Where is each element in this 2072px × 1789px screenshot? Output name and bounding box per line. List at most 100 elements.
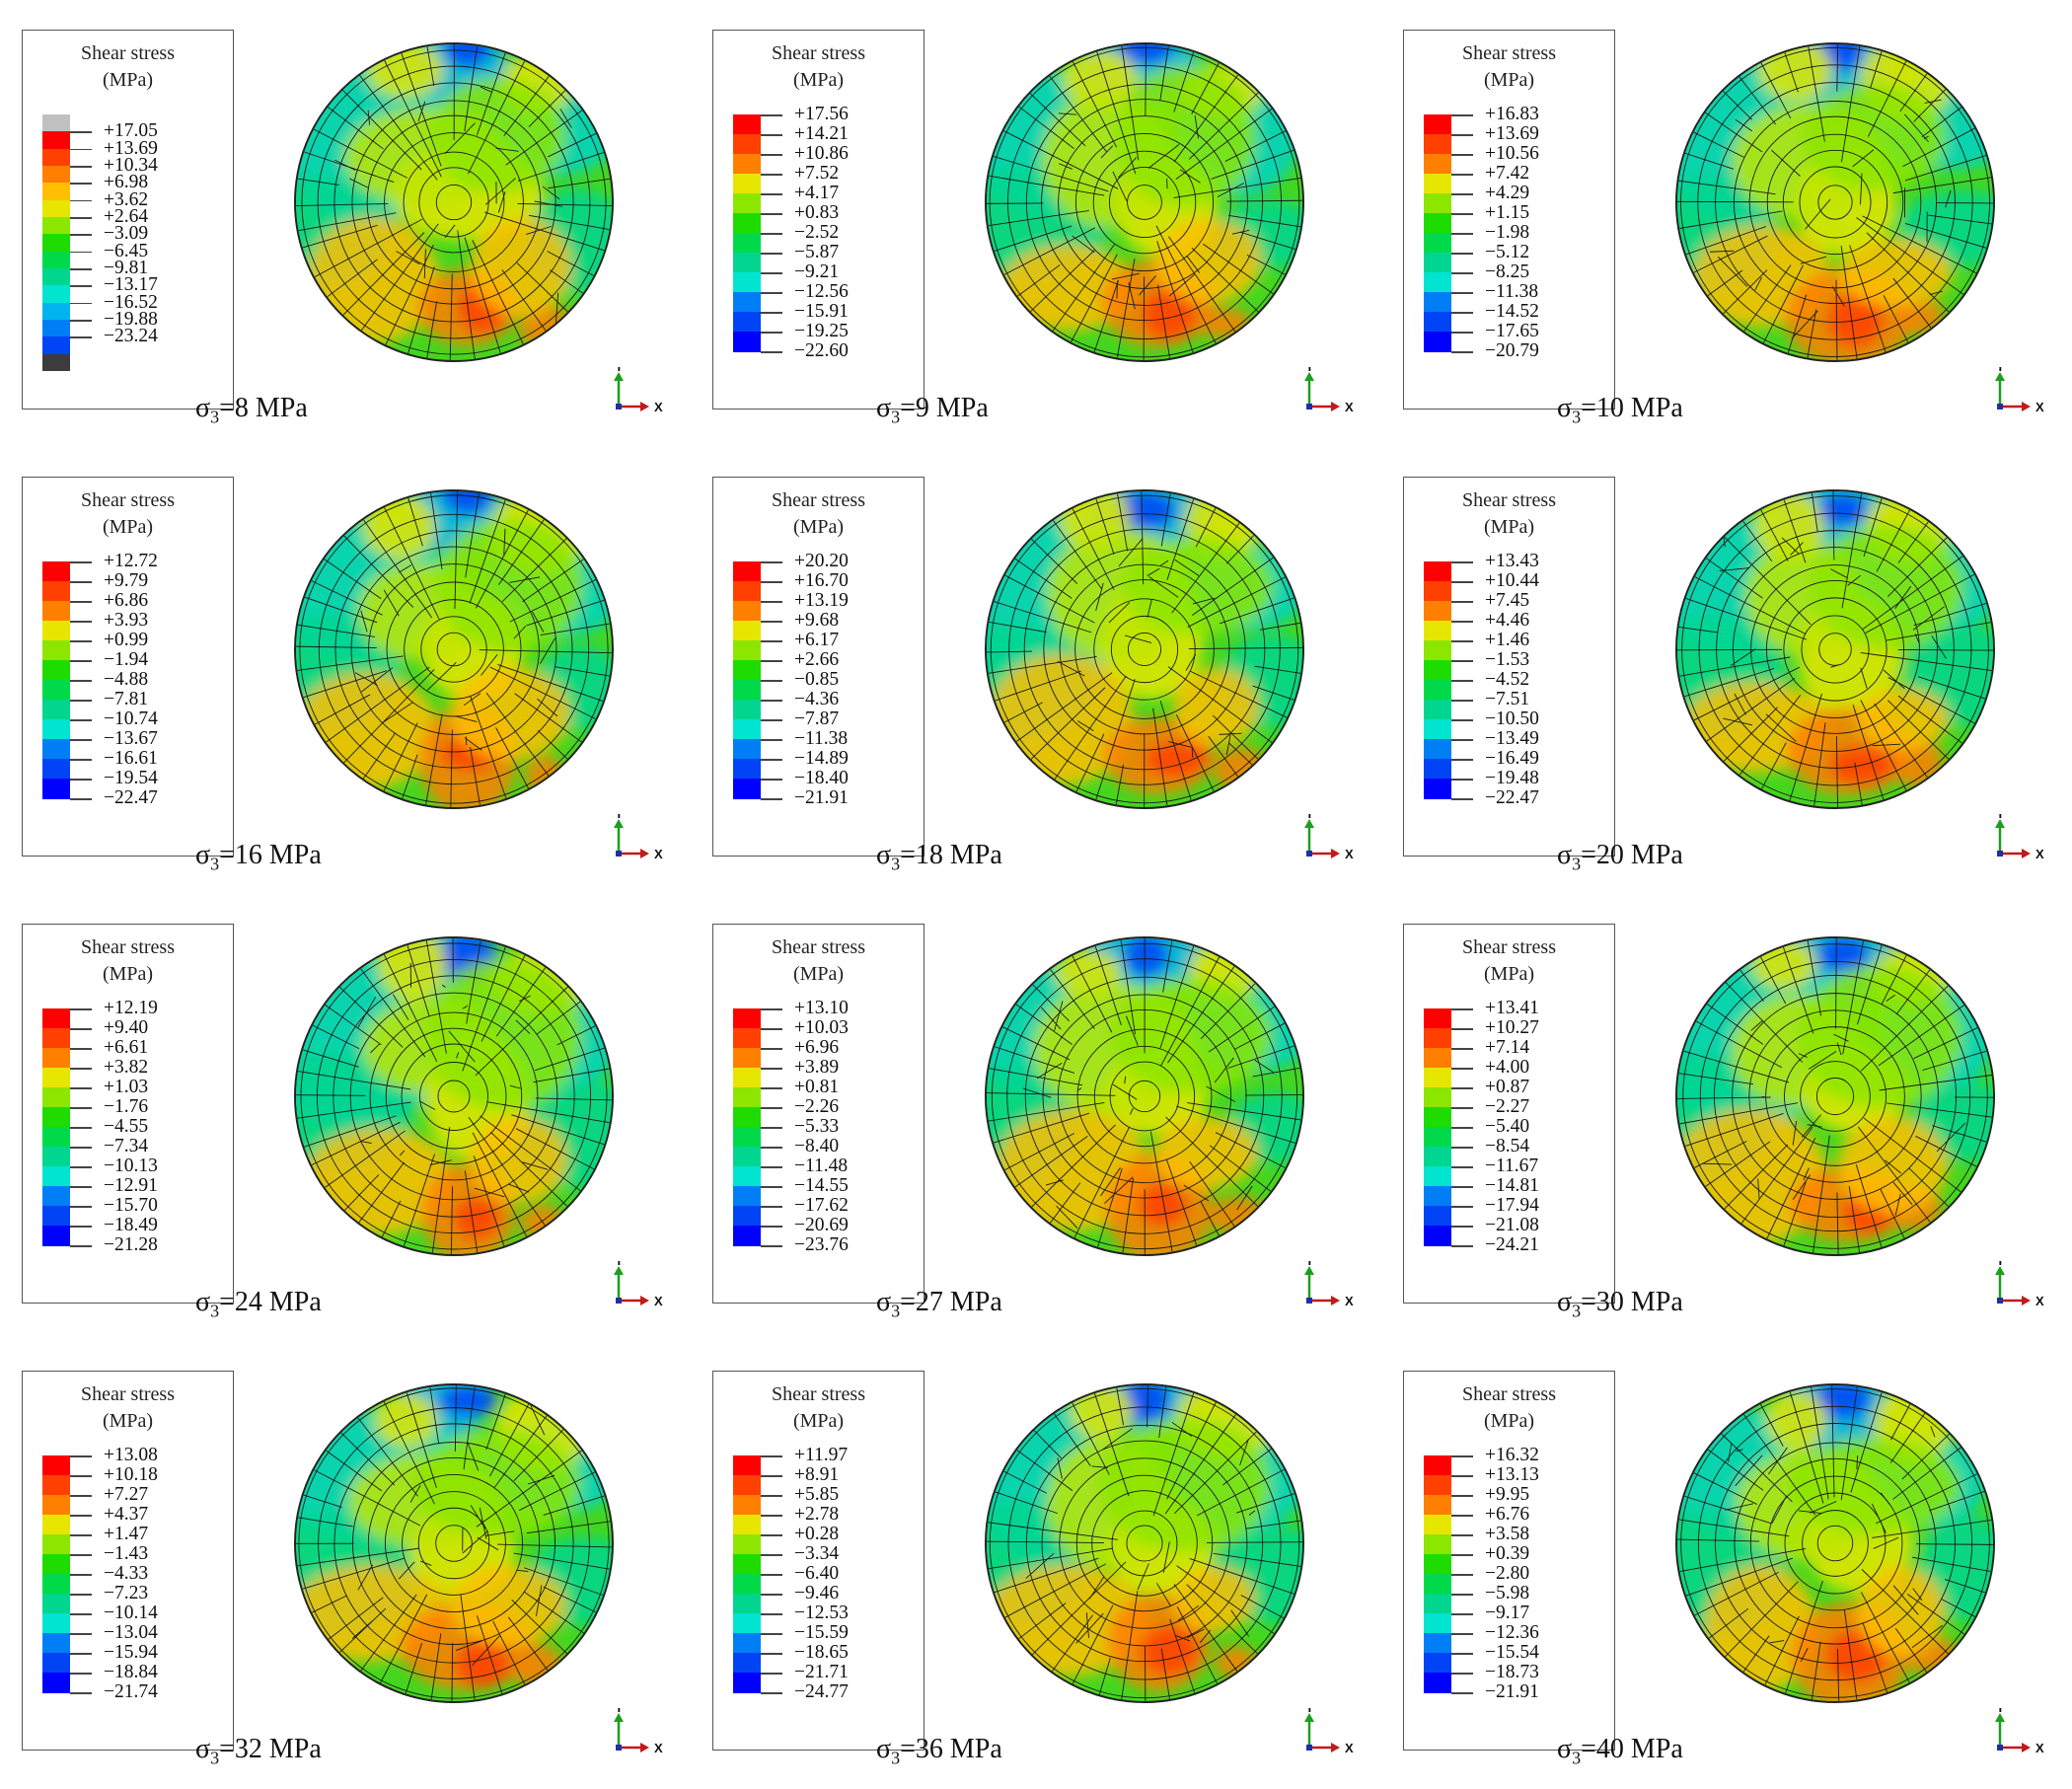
- mesh-spoke: [989, 1547, 1113, 1570]
- mesh-spoke: [475, 986, 568, 1077]
- mesh-spoke: [1031, 1124, 1116, 1208]
- legend-value: −14.52: [1485, 301, 1539, 322]
- legend-tick: [761, 1127, 782, 1129]
- colorbar-legend: Shear stress (MPa) +12.19 +9.40 +6.61 +3.82 +1…: [22, 924, 234, 1304]
- legend-title: Shear stress (MPa): [1404, 40, 1614, 94]
- mesh-spoke: [1904, 223, 1987, 249]
- mesh-edge: [540, 637, 555, 664]
- legend-tick: [761, 253, 782, 255]
- contour-disc: [985, 489, 1304, 809]
- stress-region: [1215, 1646, 1257, 1679]
- legend-unit-line: (MPa): [102, 69, 154, 91]
- mesh-spoke: [472, 240, 524, 344]
- legend-swatch: [42, 1008, 70, 1029]
- legend-swatch: [733, 1186, 761, 1207]
- confining-pressure-value: 20: [1595, 840, 1624, 870]
- legend-tick: [761, 640, 782, 642]
- mesh-spoke: [1072, 1402, 1110, 1475]
- legend-value: −4.33: [104, 1563, 149, 1584]
- legend-swatch: [733, 1633, 761, 1654]
- mesh-ring: [403, 151, 505, 254]
- mesh-spoke: [1855, 1164, 1883, 1248]
- legend-value: −11.67: [1485, 1155, 1539, 1176]
- mesh-edge: [334, 159, 356, 171]
- mesh-ring: [369, 1011, 539, 1181]
- legend-value: +13.69: [1485, 123, 1539, 144]
- mesh-spoke: [1225, 535, 1255, 564]
- legend-tick: [1451, 174, 1473, 176]
- mesh-edge: [1148, 576, 1179, 598]
- legend-tick: [70, 561, 92, 563]
- legend-swatch: [733, 1068, 761, 1088]
- mesh-spoke: [1760, 62, 1792, 119]
- legend-value: −18.65: [794, 1642, 849, 1663]
- confining-pressure-value: 24: [234, 1287, 262, 1317]
- mesh-edge: [444, 224, 456, 239]
- legend-swatch: [733, 1206, 761, 1227]
- legend-swatch: [733, 213, 761, 234]
- legend-title-line: Shear stress: [81, 42, 175, 64]
- legend-value: +8.91: [794, 1464, 840, 1485]
- mesh-spoke: [450, 1186, 453, 1254]
- mesh-edge: [1139, 275, 1156, 296]
- mesh-edge: [503, 528, 506, 557]
- legend-value: −12.56: [794, 281, 849, 302]
- mesh-edge: [1781, 537, 1800, 555]
- mesh-spoke: [1252, 1067, 1300, 1078]
- mesh-spoke: [989, 621, 1047, 634]
- legend-title: Shear stress (MPa): [23, 1381, 233, 1435]
- equals-sign: =: [900, 393, 916, 423]
- mesh-spoke: [1892, 1447, 1961, 1500]
- mesh-ring: [436, 632, 472, 667]
- mesh-edge: [1088, 1576, 1105, 1600]
- mesh-edge: [1230, 1609, 1250, 1637]
- mesh-edge: [1100, 145, 1114, 159]
- mesh-spoke: [402, 754, 418, 799]
- mesh-edge: [1860, 667, 1868, 689]
- legend-tick: [70, 199, 92, 202]
- mesh-spoke: [1014, 1136, 1088, 1188]
- legend-tick: [1451, 1206, 1473, 1208]
- contour-panel: Shear stress (MPa) +11.97 +8.91 +5.85 +2.78 +0…: [691, 1341, 1381, 1788]
- legend-swatch: [1424, 1087, 1451, 1108]
- mesh-edge: [1730, 648, 1756, 667]
- equals-sign: =: [219, 840, 235, 870]
- mesh-spoke: [1120, 939, 1136, 1035]
- contour-panel: Shear stress (MPa) +12.19 +9.40 +6.61 +3.82 +1…: [0, 894, 691, 1341]
- legend-value: −12.36: [1485, 1622, 1539, 1643]
- legend-value: −10.14: [104, 1603, 158, 1623]
- mesh-spoke: [1883, 295, 1909, 343]
- space: [1624, 1734, 1631, 1764]
- contour-field: [1677, 44, 1993, 360]
- legend-tick: [761, 660, 782, 662]
- legend-swatch: [42, 660, 70, 681]
- mesh-spoke: [493, 1415, 548, 1488]
- mesh-edge: [1059, 163, 1073, 170]
- mesh-spoke: [1760, 956, 1787, 1005]
- legend-tick: [1451, 1147, 1473, 1149]
- legend-tick: [1451, 1028, 1473, 1030]
- mesh-spoke: [1685, 598, 1808, 640]
- legend-swatch: [42, 320, 70, 337]
- legend-swatch: [1424, 1048, 1451, 1069]
- mesh-edge: [474, 1187, 505, 1198]
- space: [943, 1287, 950, 1317]
- sigma-subscript: 3: [210, 1748, 220, 1768]
- legend-value: +13.10: [794, 998, 849, 1018]
- mesh-spoke: [1784, 52, 1799, 93]
- legend-value: +13.13: [1485, 1464, 1539, 1485]
- sigma-symbol: σ: [195, 840, 211, 870]
- legend-tick: [70, 234, 92, 236]
- confining-pressure-value: 36: [915, 1734, 943, 1764]
- mesh-spoke: [1017, 264, 1061, 297]
- mesh-spoke: [1209, 1145, 1272, 1192]
- legend-value: +13.19: [794, 590, 849, 611]
- mesh-edge: [351, 1620, 373, 1639]
- mesh-spoke: [1252, 685, 1295, 701]
- mesh-spoke: [360, 1594, 417, 1672]
- mesh-edge: [1200, 1629, 1211, 1643]
- contour-panel: Shear stress (MPa) +13.08 +10.18 +7.27 +4.37 +…: [0, 1341, 691, 1788]
- mesh-spoke: [1706, 1004, 1763, 1045]
- mesh-ring: [1041, 99, 1248, 306]
- mesh-edge: [1179, 169, 1201, 184]
